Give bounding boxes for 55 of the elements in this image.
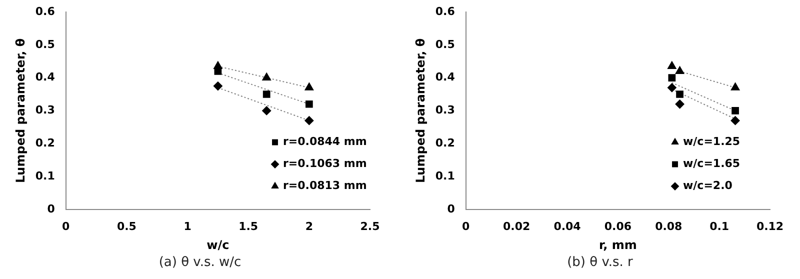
legend-label: w/c=1.25 xyxy=(683,135,740,148)
point xyxy=(668,61,676,70)
text: (a) θ v.s. w/c xyxy=(158,255,242,270)
y-tick-label: 0.3 xyxy=(35,104,55,117)
x-tick-label: 0.12 xyxy=(756,220,784,233)
x-tick-label: 0.04 xyxy=(554,220,582,233)
y-tick-label: 0.2 xyxy=(435,136,455,150)
point xyxy=(262,90,270,98)
point xyxy=(676,90,684,98)
y-tick-label: 0 xyxy=(447,202,456,216)
point xyxy=(730,82,740,90)
point xyxy=(667,83,676,92)
y-tick-label: 0.3 xyxy=(435,104,455,117)
x-tick-label: 0.06 xyxy=(604,220,632,233)
legend-label: r=0.0813 mm xyxy=(283,179,367,192)
point xyxy=(304,116,314,126)
x-axis-title: r, mm xyxy=(598,238,637,252)
x-tick-label: 2 xyxy=(305,220,314,233)
legend-label: r=0.1063 mm xyxy=(283,157,367,170)
point xyxy=(730,116,740,126)
y-tick-label: 0.4 xyxy=(435,70,456,84)
x-tick-label: 1 xyxy=(184,220,192,233)
x-axis-title: w/c xyxy=(206,238,230,252)
point xyxy=(732,107,739,114)
point xyxy=(675,100,684,109)
x-tick-label: 0.02 xyxy=(503,220,530,233)
x-tick-label: 0 xyxy=(462,220,470,233)
y-tick-label: 0 xyxy=(47,202,56,216)
legend-label: w/c=2.0 xyxy=(683,179,733,192)
legend-label: r=0.0844 mm xyxy=(283,135,367,148)
y-tick-label: 0.4 xyxy=(35,70,56,84)
y-tick-label: 0.6 xyxy=(35,4,56,18)
point xyxy=(305,100,313,108)
x-tick-label: 0.5 xyxy=(116,220,136,233)
point xyxy=(675,66,684,74)
text: (b) θ v.s. r xyxy=(566,255,634,270)
point xyxy=(213,82,222,91)
y-tick-label: 0.6 xyxy=(435,4,456,18)
x-tick-label: 0.1 xyxy=(710,220,730,233)
y-axis-title: Lumped parameter, θ xyxy=(413,38,428,183)
y-tick-label: 0.5 xyxy=(435,38,455,51)
point xyxy=(304,82,314,90)
y-tick-label: 0.1 xyxy=(35,169,55,182)
y-tick-label: 0.1 xyxy=(435,169,455,182)
legend-label: w/c=1.65 xyxy=(683,157,740,170)
point xyxy=(668,74,676,82)
x-tick-label: 0.08 xyxy=(655,220,682,233)
x-tick-label: 0 xyxy=(62,220,70,233)
y-axis-title: Lumped parameter, θ xyxy=(13,38,28,183)
point xyxy=(262,72,271,81)
x-tick-label: 1.5 xyxy=(238,220,258,233)
x-tick-label: 2.5 xyxy=(360,220,380,233)
y-tick-label: 0.2 xyxy=(35,136,55,150)
y-tick-label: 0.5 xyxy=(35,38,55,51)
point xyxy=(262,106,272,116)
